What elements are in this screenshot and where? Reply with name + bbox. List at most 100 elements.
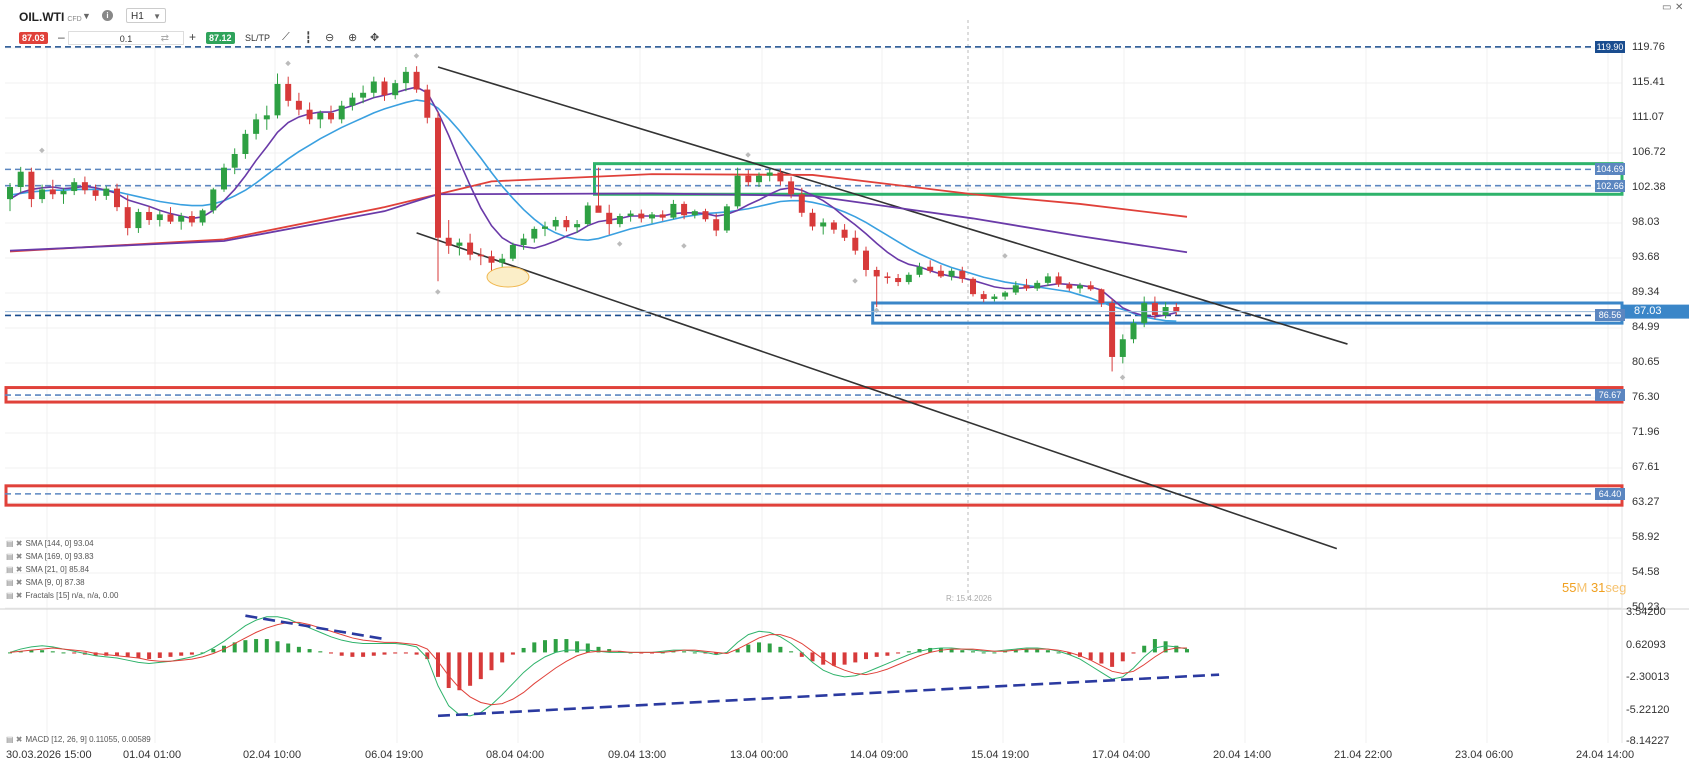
macd-hist-bar — [232, 642, 237, 653]
legend-item[interactable]: ▤ ✖ Fractals [15] n/a, n/a, 0.00 — [6, 591, 118, 600]
symbol-name[interactable]: OIL.WTI CFD — [19, 10, 82, 24]
sell-price-button[interactable]: 87.03 — [19, 32, 48, 44]
macd-hist-bar — [617, 651, 622, 653]
sltp-button[interactable]: SL/TP — [245, 33, 271, 43]
price-tick: 115.41 — [1632, 76, 1665, 89]
price-tick: 76.30 — [1632, 391, 1660, 404]
macd-hist-bar — [275, 641, 280, 653]
zoom-out-icon[interactable]: ⊖ — [325, 32, 335, 44]
close-icon[interactable]: ▤ ✖ — [6, 578, 23, 587]
candle-body — [1023, 285, 1030, 289]
macd-hist-bar — [318, 651, 323, 653]
fractal-marker: ⬥ — [435, 287, 441, 296]
level-tag: 119.90 — [1595, 40, 1625, 53]
candle-body — [456, 242, 463, 246]
macd-hist-bar — [478, 652, 483, 680]
macd-hist-bar — [211, 649, 216, 653]
buy-price-button[interactable]: 87.12 — [206, 32, 235, 44]
macd-hist-bar — [510, 652, 515, 655]
chevron-down-icon[interactable]: ▼ — [82, 11, 91, 21]
candle-body — [563, 220, 570, 228]
macd-tick: -5.22120 — [1626, 703, 1670, 716]
macd-hist-bar — [842, 652, 847, 665]
candle-body — [1012, 285, 1019, 293]
legend-item[interactable]: ▤ ✖ SMA [169, 0] 93.83 — [6, 552, 94, 561]
candle-body — [188, 216, 195, 223]
close-icon[interactable]: ✕ — [1675, 2, 1684, 13]
timeframe-select[interactable]: H1 ▼ — [126, 8, 166, 23]
macd-hist-bar — [1142, 645, 1147, 653]
candle-body — [1002, 292, 1009, 297]
macd-hist-bar — [992, 652, 997, 654]
macd-hist-bar — [885, 652, 890, 656]
macd-tick: 3.54200 — [1626, 606, 1666, 618]
candle-body — [392, 83, 399, 96]
legend-item[interactable]: ▤ ✖ SMA [21, 0] 85.84 — [6, 565, 89, 574]
macd-hist-bar — [436, 652, 440, 677]
candle-body — [1173, 307, 1180, 312]
close-icon[interactable]: ▤ ✖ — [6, 539, 23, 548]
candle-body — [1044, 276, 1051, 283]
macd-hist-bar — [1024, 649, 1029, 653]
macd-hist-bar — [1013, 650, 1018, 653]
macd-hist-bar — [1035, 649, 1040, 653]
divergence-line — [245, 614, 385, 641]
candle-body — [766, 172, 773, 176]
macd-hist-bar — [853, 652, 858, 663]
macd-hist-bar — [50, 651, 55, 653]
fractal-marker: ⬥ — [617, 239, 623, 248]
volume-input[interactable]: 0.1 ⇄ — [68, 31, 184, 45]
candle-body — [402, 71, 409, 84]
volume-increase-button[interactable]: + — [189, 30, 197, 44]
close-icon[interactable]: ▤ ✖ — [6, 552, 23, 561]
candle-type-icon[interactable]: ┇ — [305, 32, 312, 44]
legend-item[interactable]: ▤ ✖ SMA [9, 0] 87.38 — [6, 578, 85, 587]
level-tag: 86.56 — [1595, 309, 1625, 322]
candle-body — [370, 81, 377, 93]
legend-label: SMA [9, 0] 87.38 — [25, 578, 85, 587]
candle-body — [1109, 302, 1116, 357]
candle-body — [702, 211, 709, 220]
macd-hist-bar — [564, 639, 569, 653]
macd-hist-bar — [864, 652, 868, 660]
macd-line — [9, 616, 1188, 717]
candle-body — [863, 250, 869, 270]
fractal-marker: ⬥ — [285, 58, 291, 67]
candle-body — [199, 210, 206, 223]
legend-label: SMA [169, 0] 93.83 — [25, 552, 94, 561]
candle-body — [295, 100, 302, 110]
candle-body — [435, 117, 441, 238]
macd-hist-bar — [1003, 651, 1008, 653]
candle-body — [531, 228, 538, 239]
window-icon[interactable]: ▭ — [1662, 2, 1672, 13]
macd-hist-bar — [724, 652, 729, 654]
time-tick: 09.04 13:00 — [608, 749, 667, 761]
macd-hist-bar — [1120, 652, 1125, 662]
macd-hist-bar — [157, 652, 162, 658]
level-tag: 76.67 — [1595, 389, 1625, 402]
time-tick: 08.04 04:00 — [486, 749, 545, 761]
candle-body — [777, 172, 784, 182]
macd-hist-bar — [329, 652, 333, 654]
candle-body — [959, 270, 966, 279]
candle-body — [221, 167, 227, 190]
sma21-line — [9, 99, 1177, 322]
candle-body — [927, 266, 934, 271]
line-tool-icon[interactable]: ⟋ — [282, 31, 290, 43]
legend-label: SMA [21, 0] 85.84 — [25, 565, 90, 574]
legend-item[interactable]: ▤ ✖ SMA [144, 0] 93.04 — [6, 539, 94, 548]
annotation-ellipse — [486, 266, 530, 288]
zoom-in-icon[interactable]: ⊕ — [348, 32, 358, 44]
macd-hist-bar — [639, 652, 644, 654]
volume-decrease-button[interactable]: – — [58, 30, 65, 44]
current-price-label: 87.03 — [1634, 304, 1662, 317]
macd-hist-bar — [468, 652, 473, 686]
candle-body — [81, 182, 88, 191]
move-icon[interactable]: ✥ — [370, 32, 380, 44]
candle-body — [734, 175, 741, 207]
close-icon[interactable]: ▤ ✖ — [6, 565, 23, 574]
close-icon[interactable]: ▤ ✖ — [6, 591, 23, 600]
info-icon[interactable]: i — [102, 10, 113, 21]
candle-body — [167, 214, 174, 222]
